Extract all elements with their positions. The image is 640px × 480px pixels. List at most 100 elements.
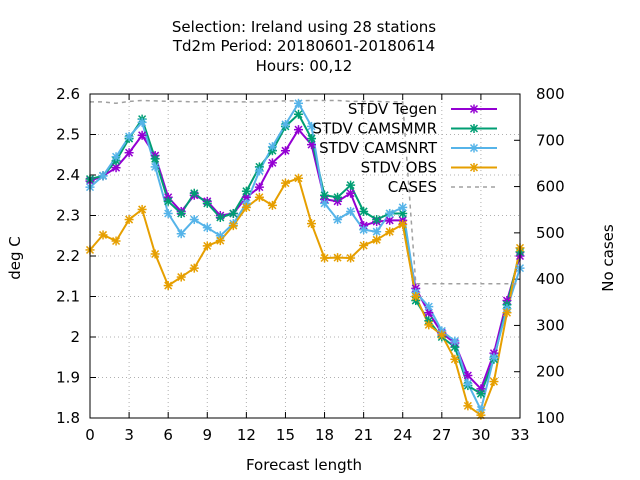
legend-label: STDV CAMSNRT <box>319 139 438 157</box>
point-stdv-camsnrt <box>333 215 343 225</box>
y-tick-label: 2.1 <box>56 288 80 306</box>
point-stdv-camsnrt <box>398 202 408 212</box>
legend-marker <box>469 163 479 172</box>
series-line-stdv-tegen <box>89 127 521 391</box>
point-stdv-obs <box>241 202 251 212</box>
point-stdv-obs <box>307 219 317 229</box>
y-tick-label: 1.8 <box>56 409 80 427</box>
title-line-2: Td2m Period: 20180601-20180614 <box>172 37 435 55</box>
x-tick-label: 0 <box>85 426 95 444</box>
y-tick-label: 2.5 <box>56 126 80 144</box>
y2-axis-label: No cases <box>599 224 617 292</box>
x-tick-label: 15 <box>276 426 295 444</box>
point-stdv-obs <box>150 249 160 259</box>
point-stdv-camsnrt <box>359 225 369 235</box>
point-stdv-obs <box>463 401 473 411</box>
legend-label: STDV Tegen <box>348 100 437 118</box>
point-stdv-camsmmr <box>150 154 160 164</box>
y-tick-label: 2.3 <box>56 207 80 225</box>
y2-tick-label: 800 <box>536 85 565 103</box>
x-axis-label: Forecast length <box>246 456 362 474</box>
point-stdv-camsmmr <box>163 196 173 206</box>
point-stdv-obs <box>502 308 512 318</box>
point-stdv-obs <box>111 236 121 246</box>
y2-tick-label: 700 <box>536 131 565 149</box>
x-tick-label: 30 <box>471 426 490 444</box>
point-stdv-obs <box>437 330 447 340</box>
point-stdv-camsmmr <box>215 213 225 223</box>
point-stdv-camsnrt <box>202 223 212 233</box>
x-tick-label: 24 <box>393 426 412 444</box>
point-stdv-obs <box>450 354 460 364</box>
point-stdv-camsmmr <box>333 192 343 202</box>
point-stdv-obs <box>280 178 290 188</box>
point-stdv-tegen <box>346 188 356 198</box>
point-stdv-camsnrt <box>450 336 460 346</box>
point-stdv-obs <box>189 263 199 273</box>
y-axis-label: deg C <box>6 236 24 280</box>
legend-item-stdv-camsnrt: STDV CAMSNRT <box>319 139 497 157</box>
point-stdv-camsnrt <box>163 208 173 218</box>
point-stdv-obs <box>489 377 499 387</box>
point-stdv-obs <box>176 272 186 282</box>
legend-item-stdv-tegen: STDV Tegen <box>348 100 497 118</box>
x-tick-label: 6 <box>163 426 173 444</box>
point-stdv-tegen <box>254 182 264 192</box>
x-tick-label: 18 <box>315 426 334 444</box>
point-stdv-camsmmr <box>320 190 330 200</box>
series-line-stdv-camsmmr <box>89 112 521 396</box>
point-stdv-camsmmr <box>398 208 408 218</box>
point-stdv-obs <box>202 241 212 251</box>
point-stdv-camsnrt <box>111 152 121 162</box>
point-stdv-tegen <box>124 148 134 158</box>
y2-tick-label: 500 <box>536 224 565 242</box>
point-stdv-camsnrt <box>307 121 317 131</box>
point-stdv-camsnrt <box>463 379 473 389</box>
title-line-3: Hours: 00,12 <box>256 57 353 75</box>
y-tick-label: 1.9 <box>56 369 80 387</box>
point-stdv-camsnrt <box>137 117 147 127</box>
legend-marker <box>469 124 479 133</box>
point-stdv-obs <box>163 281 173 291</box>
title-line-1: Selection: Ireland using 28 stations <box>172 18 436 36</box>
point-stdv-obs <box>346 253 356 263</box>
legend-item-stdv-camsmmr: STDV CAMSMMR <box>312 120 497 138</box>
legend-item-stdv-obs: STDV OBS <box>361 159 497 177</box>
legend-item-cases: CASES <box>388 178 497 196</box>
point-stdv-camsnrt <box>424 302 434 312</box>
point-stdv-camsnrt <box>372 227 382 237</box>
x-tick-label: 21 <box>354 426 373 444</box>
x-tick-label: 3 <box>124 426 134 444</box>
point-stdv-camsmmr <box>372 215 382 225</box>
point-stdv-camsnrt <box>267 142 277 152</box>
point-stdv-obs <box>320 253 330 263</box>
y-tick-label: 2.2 <box>56 247 80 265</box>
point-stdv-camsnrt <box>385 208 395 218</box>
point-stdv-obs <box>333 253 343 263</box>
point-stdv-obs <box>98 230 108 240</box>
x-tick-label: 9 <box>202 426 212 444</box>
x-tick-label: 12 <box>237 426 256 444</box>
point-stdv-obs <box>124 215 134 225</box>
legend-label: STDV OBS <box>361 159 437 177</box>
point-stdv-obs <box>385 227 395 237</box>
point-stdv-camsnrt <box>189 215 199 225</box>
point-stdv-obs <box>398 219 408 229</box>
point-stdv-camsnrt <box>98 171 108 181</box>
y-tick-label: 2.4 <box>56 166 80 184</box>
point-stdv-camsnrt <box>124 132 134 142</box>
point-stdv-camsnrt <box>293 98 303 108</box>
point-stdv-tegen <box>293 125 303 135</box>
point-stdv-camsmmr <box>202 198 212 208</box>
point-stdv-obs <box>228 221 238 231</box>
point-stdv-camsmmr <box>359 206 369 216</box>
y2-tick-label: 600 <box>536 178 565 196</box>
point-stdv-camsnrt <box>346 206 356 216</box>
point-stdv-obs <box>215 236 225 246</box>
x-tick-label: 33 <box>510 426 529 444</box>
point-stdv-camsmmr <box>307 134 317 144</box>
tick-labels: 0 3 6 9 12 15 18 21 24 27 30 33 1.8 1.9 2 2.1 2.2 2.3 2.4 2… <box>56 85 565 444</box>
point-stdv-tegen <box>280 146 290 156</box>
